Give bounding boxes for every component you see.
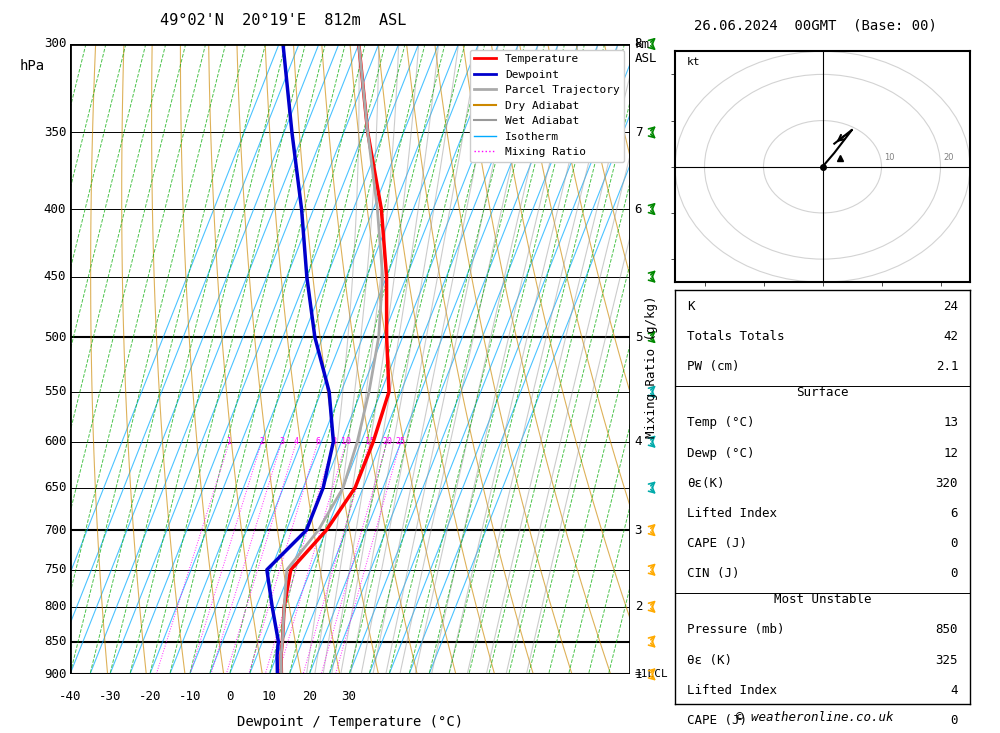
Text: Totals Totals: Totals Totals — [687, 330, 784, 343]
Text: CAPE (J): CAPE (J) — [687, 537, 747, 550]
Text: 15: 15 — [365, 437, 375, 446]
Text: 450: 450 — [44, 270, 66, 283]
Text: ASL: ASL — [635, 52, 658, 65]
Text: 320: 320 — [936, 476, 958, 490]
Text: 8: 8 — [635, 37, 642, 51]
Text: 3: 3 — [635, 523, 642, 537]
Text: 26.06.2024  00GMT  (Base: 00): 26.06.2024 00GMT (Base: 00) — [694, 18, 936, 32]
Text: 20: 20 — [382, 437, 392, 446]
Text: θε(K): θε(K) — [687, 476, 724, 490]
Text: 25: 25 — [396, 437, 406, 446]
Text: 900: 900 — [44, 668, 66, 681]
Text: 650: 650 — [44, 481, 66, 494]
Text: Mixing Ratio (g/kg): Mixing Ratio (g/kg) — [645, 295, 658, 438]
Text: 6: 6 — [315, 437, 320, 446]
Text: 300: 300 — [44, 37, 66, 51]
Text: kt: kt — [687, 57, 700, 67]
Text: 0: 0 — [951, 714, 958, 727]
Text: -10: -10 — [178, 690, 201, 703]
Text: 12: 12 — [943, 446, 958, 460]
Text: 700: 700 — [44, 523, 66, 537]
Text: CAPE (J): CAPE (J) — [687, 714, 747, 727]
Text: 10: 10 — [341, 437, 351, 446]
Text: Lifted Index: Lifted Index — [687, 507, 777, 520]
Text: 8: 8 — [331, 437, 336, 446]
Text: 3: 3 — [279, 437, 284, 446]
Text: 13: 13 — [943, 416, 958, 430]
Text: 5: 5 — [635, 331, 642, 344]
Text: 4: 4 — [951, 684, 958, 697]
Text: -30: -30 — [99, 690, 121, 703]
Text: 750: 750 — [44, 563, 66, 576]
Text: 2: 2 — [635, 600, 642, 614]
Text: 49°02'N  20°19'E  812m  ASL: 49°02'N 20°19'E 812m ASL — [160, 13, 406, 29]
Text: 600: 600 — [44, 435, 66, 448]
Text: -20: -20 — [139, 690, 161, 703]
Text: 20: 20 — [302, 690, 317, 703]
Text: 1: 1 — [635, 668, 642, 681]
Text: © weatheronline.co.uk: © weatheronline.co.uk — [736, 711, 894, 724]
Text: 6: 6 — [635, 202, 642, 216]
Text: 0: 0 — [951, 567, 958, 581]
Text: 1: 1 — [227, 437, 232, 446]
Text: hPa: hPa — [20, 59, 45, 73]
Text: PW (cm): PW (cm) — [687, 361, 739, 373]
Text: Surface: Surface — [796, 386, 849, 399]
Text: 850: 850 — [936, 623, 958, 636]
Text: 0: 0 — [226, 690, 233, 703]
Text: 400: 400 — [44, 202, 66, 216]
Text: Pressure (mb): Pressure (mb) — [687, 623, 784, 636]
Text: 6: 6 — [951, 507, 958, 520]
Text: 4: 4 — [635, 435, 642, 448]
Text: Dewp (°C): Dewp (°C) — [687, 446, 754, 460]
Text: Dewpoint / Temperature (°C): Dewpoint / Temperature (°C) — [237, 715, 463, 729]
Text: 10: 10 — [884, 153, 895, 162]
Text: 4: 4 — [294, 437, 299, 446]
Text: 20: 20 — [943, 153, 954, 162]
Text: 2.1: 2.1 — [936, 361, 958, 373]
Text: -40: -40 — [59, 690, 81, 703]
Text: =1LCL: =1LCL — [635, 669, 668, 679]
Text: 42: 42 — [943, 330, 958, 343]
Text: Temp (°C): Temp (°C) — [687, 416, 754, 430]
Text: θε (K): θε (K) — [687, 654, 732, 666]
Text: 24: 24 — [943, 300, 958, 313]
Legend: Temperature, Dewpoint, Parcel Trajectory, Dry Adiabat, Wet Adiabat, Isotherm, Mi: Temperature, Dewpoint, Parcel Trajectory… — [470, 50, 624, 162]
Text: 2: 2 — [259, 437, 264, 446]
Text: 550: 550 — [44, 386, 66, 398]
Text: km: km — [635, 37, 650, 51]
Text: 325: 325 — [936, 654, 958, 666]
Text: Lifted Index: Lifted Index — [687, 684, 777, 697]
Text: 850: 850 — [44, 635, 66, 648]
Text: 350: 350 — [44, 126, 66, 139]
Text: Most Unstable: Most Unstable — [774, 593, 871, 606]
Text: CIN (J): CIN (J) — [687, 567, 739, 581]
Text: 0: 0 — [951, 537, 958, 550]
Text: 500: 500 — [44, 331, 66, 344]
Text: K: K — [687, 300, 694, 313]
Text: 800: 800 — [44, 600, 66, 614]
Text: 30: 30 — [342, 690, 357, 703]
Text: 10: 10 — [262, 690, 277, 703]
Text: 7: 7 — [635, 126, 642, 139]
